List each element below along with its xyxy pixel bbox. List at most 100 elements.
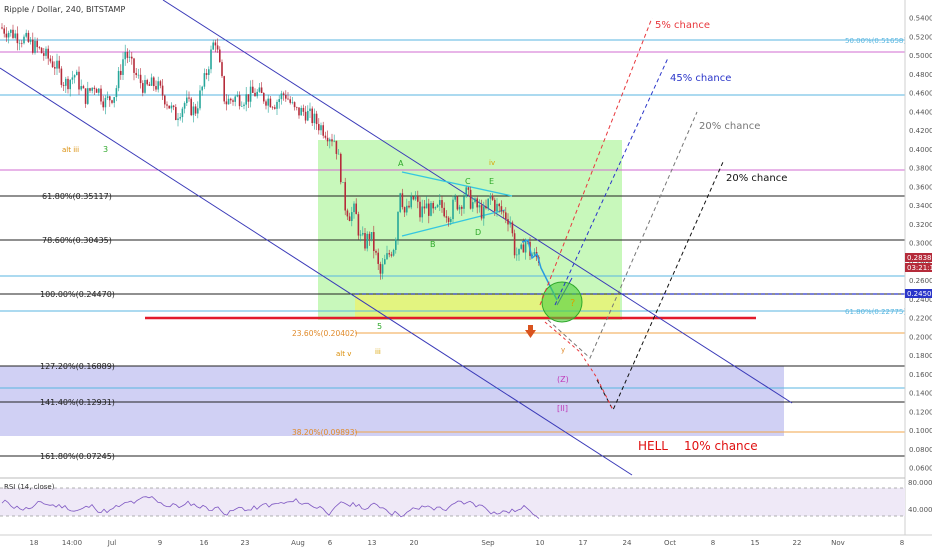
time-tick-label: 24 bbox=[623, 539, 632, 547]
wave-label-alt-v: alt v bbox=[336, 350, 351, 358]
candle-body bbox=[49, 58, 52, 62]
candle-body bbox=[320, 125, 322, 131]
candle-body bbox=[465, 187, 467, 197]
candle-body bbox=[43, 53, 45, 56]
down-arrow-icon bbox=[525, 325, 536, 338]
candle-body bbox=[241, 106, 243, 107]
candle-body bbox=[329, 139, 331, 142]
candle-body bbox=[447, 217, 450, 222]
candle-body bbox=[40, 47, 43, 54]
candle-body bbox=[87, 88, 89, 104]
candle-body bbox=[461, 206, 463, 209]
candle-body bbox=[249, 86, 252, 102]
candle-body bbox=[496, 203, 498, 212]
candle-body bbox=[122, 59, 124, 75]
candle-body bbox=[225, 101, 228, 105]
candle-body bbox=[38, 47, 41, 48]
candle-body bbox=[14, 33, 16, 38]
candle-body bbox=[322, 125, 324, 136]
candle-body bbox=[56, 60, 58, 69]
candle-body bbox=[247, 94, 250, 102]
candle-body bbox=[331, 139, 333, 142]
candle-body bbox=[263, 93, 265, 102]
wave-label-Z: (Z) bbox=[557, 375, 569, 384]
candle-body bbox=[408, 205, 410, 208]
time-tick-label: 14:00 bbox=[62, 539, 82, 547]
candle-body bbox=[267, 98, 269, 106]
candle-body bbox=[291, 102, 294, 103]
time-tick-label: 15 bbox=[751, 539, 760, 547]
candle-body bbox=[234, 96, 236, 102]
candle-body bbox=[27, 32, 30, 42]
candle-body bbox=[3, 28, 5, 34]
candle-body bbox=[168, 105, 170, 109]
candle-body bbox=[485, 206, 487, 209]
candle-body bbox=[436, 204, 439, 208]
triangle-lower-line bbox=[401, 209, 506, 237]
wave-label-3: 3 bbox=[103, 145, 108, 154]
candle-body bbox=[298, 107, 300, 116]
candle-body bbox=[375, 251, 377, 253]
candle-body bbox=[428, 203, 430, 216]
candles bbox=[1, 23, 540, 280]
candle-body bbox=[412, 196, 415, 200]
time-tick-label: Aug bbox=[291, 539, 305, 547]
candle-body bbox=[135, 72, 137, 76]
candle-body bbox=[117, 70, 120, 89]
candle-body bbox=[243, 104, 245, 107]
candle-body bbox=[533, 251, 536, 255]
candle-body bbox=[164, 95, 166, 105]
scenario-label-45: 45% chance bbox=[670, 73, 731, 84]
candle-body bbox=[287, 98, 289, 100]
candle-body bbox=[467, 187, 470, 190]
candle-body bbox=[333, 140, 335, 142]
candle-body bbox=[491, 195, 494, 200]
candle-body bbox=[410, 196, 412, 208]
candle-body bbox=[109, 96, 111, 101]
scenario-label-5: 5% chance bbox=[655, 20, 710, 31]
candle-body bbox=[188, 97, 190, 99]
scenario-path-45 bbox=[554, 57, 669, 306]
candle-body bbox=[357, 214, 360, 236]
candle-body bbox=[23, 36, 25, 44]
candle-body bbox=[401, 193, 404, 208]
symbol-title: Ripple / Dollar, 240, BITSTAMP bbox=[4, 5, 125, 14]
fib-label-50: 50.00%(0.51658) bbox=[845, 37, 906, 45]
candle-body bbox=[258, 87, 261, 92]
candle-body bbox=[280, 93, 283, 100]
candle-body bbox=[54, 67, 56, 69]
time-tick-label: 8 bbox=[711, 539, 715, 547]
fib-label-786: 78.60%(0.30435) bbox=[42, 236, 112, 245]
candle-body bbox=[157, 81, 159, 90]
candle-body bbox=[489, 195, 492, 199]
candle-body bbox=[170, 105, 173, 109]
candle-body bbox=[159, 81, 162, 86]
fib-label-100: 100.00%(0.24470) bbox=[40, 290, 115, 299]
candle-body bbox=[423, 206, 426, 209]
candle-body bbox=[265, 101, 267, 106]
candle-body bbox=[203, 73, 206, 87]
candle-body bbox=[302, 107, 305, 112]
candle-body bbox=[335, 140, 338, 154]
scenario-path-red-down bbox=[544, 321, 614, 411]
scenario-path-5 bbox=[539, 17, 653, 306]
candle-body bbox=[166, 104, 168, 106]
candle-body bbox=[227, 98, 230, 105]
candle-body bbox=[432, 202, 434, 209]
candle-body bbox=[425, 203, 428, 209]
candle-body bbox=[348, 216, 351, 221]
candle-body bbox=[344, 182, 346, 211]
candle-body bbox=[278, 99, 280, 102]
blue-zone bbox=[0, 366, 784, 436]
candle-body bbox=[183, 103, 186, 109]
